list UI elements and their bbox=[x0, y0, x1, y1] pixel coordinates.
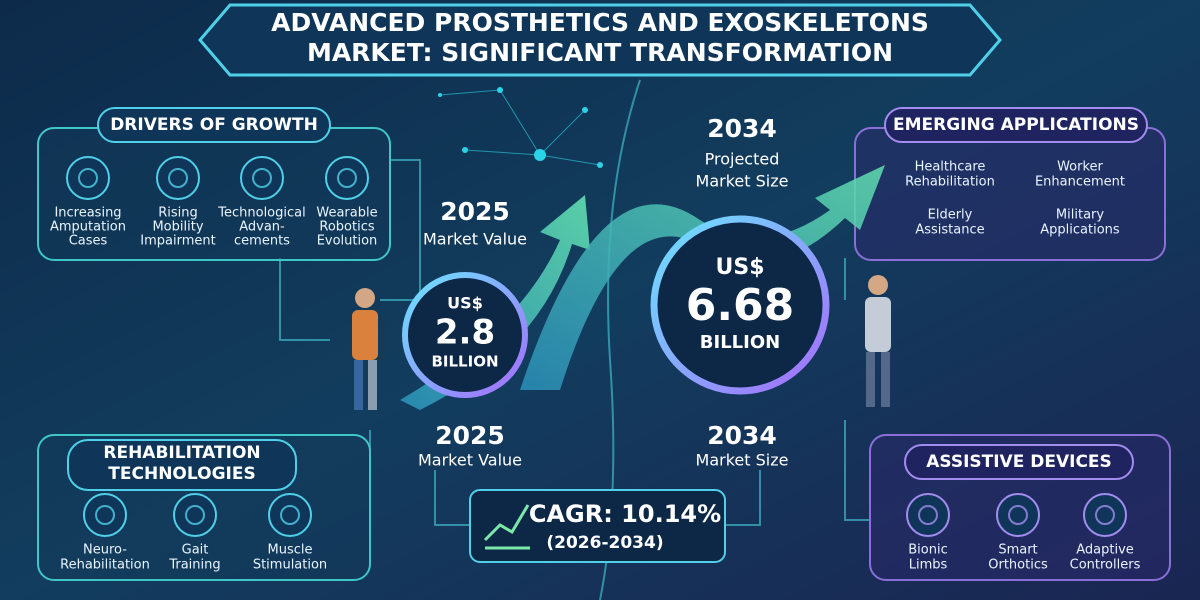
assistive-heading-pill bbox=[904, 444, 1134, 480]
item-label: Advan- bbox=[239, 220, 285, 235]
item-icon-inner bbox=[337, 168, 357, 188]
drivers-heading-pill bbox=[97, 107, 331, 143]
item-icon-inner bbox=[1095, 505, 1115, 525]
amount: 2.8 bbox=[435, 313, 495, 353]
item-label: Limbs bbox=[909, 558, 948, 573]
emerging-panel bbox=[854, 127, 1166, 261]
title-banner bbox=[198, 3, 1002, 77]
item-icon-inner bbox=[78, 168, 98, 188]
rehab-heading: TECHNOLOGIES bbox=[108, 464, 255, 484]
item-icon-inner bbox=[185, 505, 205, 525]
item-label: Neuro- bbox=[83, 543, 127, 558]
unit: BILLION bbox=[700, 332, 780, 353]
year: 2034 bbox=[707, 114, 777, 143]
year: 2025 bbox=[435, 421, 505, 450]
item-icon bbox=[996, 493, 1040, 537]
item-label: Increasing bbox=[54, 206, 121, 221]
currency: US$ bbox=[447, 294, 483, 313]
item-icon bbox=[268, 493, 312, 537]
item-icon bbox=[156, 156, 200, 200]
growth-arrow bbox=[400, 195, 590, 410]
item-icon bbox=[325, 156, 369, 200]
item-label: Training bbox=[168, 558, 220, 573]
item-icon bbox=[1083, 493, 1127, 537]
network-links bbox=[439, 89, 601, 166]
item-label: Rehabilitation bbox=[60, 558, 150, 573]
currency: US$ bbox=[715, 255, 764, 280]
item-icon bbox=[173, 493, 217, 537]
value-ring-2025 bbox=[402, 272, 528, 398]
figure-left bbox=[352, 288, 378, 410]
unit: BILLION bbox=[431, 353, 498, 371]
emerging-heading: EMERGING APPLICATIONS bbox=[893, 115, 1139, 135]
item-label: Wearable bbox=[316, 206, 377, 221]
assistive-heading: ASSISTIVE DEVICES bbox=[926, 452, 1112, 472]
item-label: Enhancement bbox=[1035, 175, 1125, 190]
item-icon-inner bbox=[252, 168, 272, 188]
rehab-heading: REHABILITATION bbox=[103, 443, 260, 463]
label: Market Size bbox=[696, 451, 789, 470]
item-icon bbox=[83, 493, 127, 537]
item-label: Elderly bbox=[928, 208, 973, 223]
item-icon-inner bbox=[280, 505, 300, 525]
item-label: Adaptive bbox=[1076, 543, 1134, 558]
label: Market Size bbox=[696, 172, 789, 191]
cagr-box bbox=[469, 489, 726, 563]
rehab-heading-pill bbox=[67, 439, 297, 491]
item-icon-inner bbox=[918, 505, 938, 525]
item-label: Impairment bbox=[140, 234, 215, 249]
year: 2025 bbox=[440, 197, 510, 226]
item-label: cements bbox=[234, 234, 290, 249]
value-ring-2034 bbox=[650, 215, 830, 395]
item-label: Technological bbox=[217, 206, 305, 221]
item-icon bbox=[66, 156, 110, 200]
item-label: Orthotics bbox=[988, 558, 1048, 573]
item-label: Rising bbox=[158, 206, 198, 221]
figure-right bbox=[865, 275, 891, 407]
amount: 6.68 bbox=[686, 280, 795, 331]
title-line: MARKET: SIGNIFICANT TRANSFORMATION bbox=[307, 38, 893, 67]
year: 2034 bbox=[707, 421, 777, 450]
item-label: Worker bbox=[1057, 160, 1103, 175]
item-icon-inner bbox=[168, 168, 188, 188]
item-label: Assistance bbox=[915, 223, 984, 238]
title-line: ADVANCED PROSTHETICS AND EXOSKELETONS bbox=[271, 8, 929, 37]
item-label: Controllers bbox=[1070, 558, 1141, 573]
item-label: Evolution bbox=[317, 234, 378, 249]
item-icon-inner bbox=[95, 505, 115, 525]
growth-ribbon bbox=[520, 165, 885, 390]
item-label: Cases bbox=[69, 234, 108, 249]
item-label: Smart bbox=[998, 543, 1037, 558]
cagr-icon bbox=[483, 504, 530, 550]
drivers-heading: DRIVERS OF GROWTH bbox=[110, 115, 318, 135]
cagr-period: (2026-2034) bbox=[546, 533, 663, 553]
cagr-value: CAGR: 10.14% bbox=[529, 500, 721, 528]
item-label: Bionic bbox=[908, 543, 947, 558]
item-icon bbox=[906, 493, 950, 537]
item-label: Stimulation bbox=[253, 558, 327, 573]
label: Projected bbox=[705, 150, 780, 169]
item-label: Gait bbox=[182, 543, 209, 558]
item-label: Amputation bbox=[50, 220, 126, 235]
item-label: Applications bbox=[1040, 223, 1120, 238]
label: Market Value bbox=[418, 451, 522, 470]
item-label: Rehabilitation bbox=[905, 175, 995, 190]
item-icon-inner bbox=[1008, 505, 1028, 525]
emerging-heading-pill bbox=[884, 107, 1148, 143]
label: Market Value bbox=[423, 230, 527, 249]
item-label: Robotics bbox=[319, 220, 374, 235]
item-label: Military bbox=[1056, 208, 1104, 223]
item-label: Healthcare bbox=[915, 160, 986, 175]
item-label: Muscle bbox=[268, 543, 313, 558]
item-icon bbox=[240, 156, 284, 200]
item-label: Mobility bbox=[152, 220, 203, 235]
